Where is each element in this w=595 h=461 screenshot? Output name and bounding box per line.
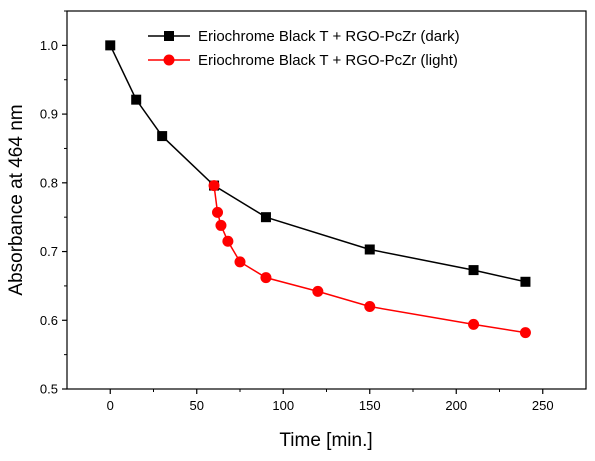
data-point (215, 219, 227, 231)
data-point (468, 318, 480, 330)
series-line (213, 185, 526, 334)
data-point (157, 131, 168, 142)
x-axis-title: Time [min.] (279, 430, 372, 451)
y-tick-label: 0.8 (40, 175, 58, 190)
series-layer (105, 40, 531, 339)
x-tick-label: 0 (107, 398, 114, 413)
data-point (520, 276, 531, 287)
data-point (364, 244, 375, 255)
series-line (109, 45, 526, 283)
x-tick-label: 100 (272, 398, 294, 413)
data-point (260, 212, 271, 223)
series-1 (208, 180, 531, 339)
legend: Eriochrome Black T + RGO-PcZr (dark) Erio… (148, 28, 460, 69)
y-tick-label: 0.6 (40, 313, 58, 328)
data-point (519, 327, 531, 339)
y-axis-title: Absorbance at 464 nm (6, 104, 27, 295)
data-point (234, 256, 246, 268)
y-tick-label: 0.7 (40, 244, 58, 259)
data-point (212, 206, 224, 218)
data-point (260, 272, 272, 284)
series-0 (105, 40, 531, 287)
data-point (312, 285, 324, 297)
data-point (105, 40, 116, 51)
legend-label: Eriochrome Black T + RGO-PcZr (dark) (198, 28, 460, 45)
x-tick-label: 50 (190, 398, 204, 413)
data-point (131, 94, 142, 105)
legend-label: Eriochrome Black T + RGO-PcZr (light) (198, 52, 458, 69)
data-point (222, 235, 234, 247)
x-tick-label: 150 (359, 398, 381, 413)
legend-marker (164, 31, 174, 41)
x-tick-label: 200 (445, 398, 467, 413)
axis-ticks: 0 50 100 150 200 250 0.5 0.6 0.7 0.8 0.9 1.0 (40, 10, 554, 413)
y-tick-label: 1.0 (40, 38, 58, 53)
data-point (364, 301, 376, 313)
legend-marker (163, 54, 175, 66)
data-point (468, 265, 479, 276)
data-point (208, 180, 220, 192)
x-tick-label: 250 (532, 398, 554, 413)
y-tick-label: 0.5 (40, 382, 58, 397)
y-tick-label: 0.9 (40, 107, 58, 122)
